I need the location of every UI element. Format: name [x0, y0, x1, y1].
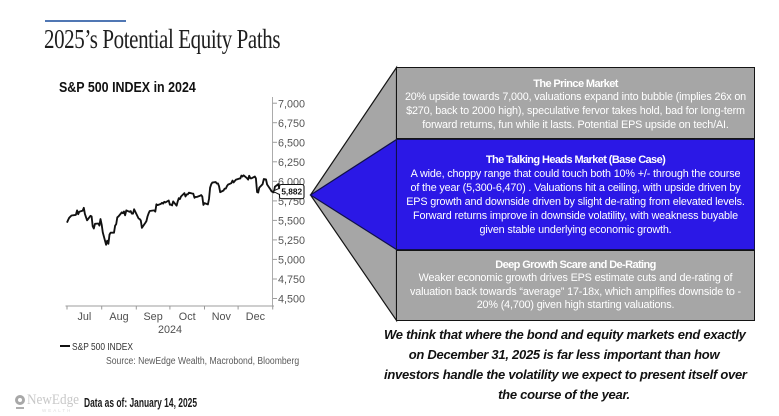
svg-text:4,500: 4,500 [278, 294, 305, 306]
svg-text:5,000: 5,000 [278, 255, 305, 267]
svg-text:Dec: Dec [246, 311, 266, 323]
svg-text:6,500: 6,500 [278, 138, 305, 150]
svg-text:5,882: 5,882 [281, 186, 302, 196]
svg-text:Jul: Jul [77, 311, 91, 323]
svg-text:Aug: Aug [109, 311, 128, 323]
svg-text:2024: 2024 [158, 324, 182, 336]
svg-text:6,250: 6,250 [278, 157, 305, 169]
svg-text:Nov: Nov [212, 311, 232, 323]
svg-text:7,000: 7,000 [278, 98, 305, 110]
svg-text:Sep: Sep [143, 311, 162, 323]
svg-text:Oct: Oct [179, 311, 196, 323]
svg-text:5,250: 5,250 [278, 235, 305, 247]
svg-text:6,750: 6,750 [278, 118, 305, 130]
svg-text:5,500: 5,500 [278, 216, 305, 228]
svg-text:4,750: 4,750 [278, 274, 305, 286]
